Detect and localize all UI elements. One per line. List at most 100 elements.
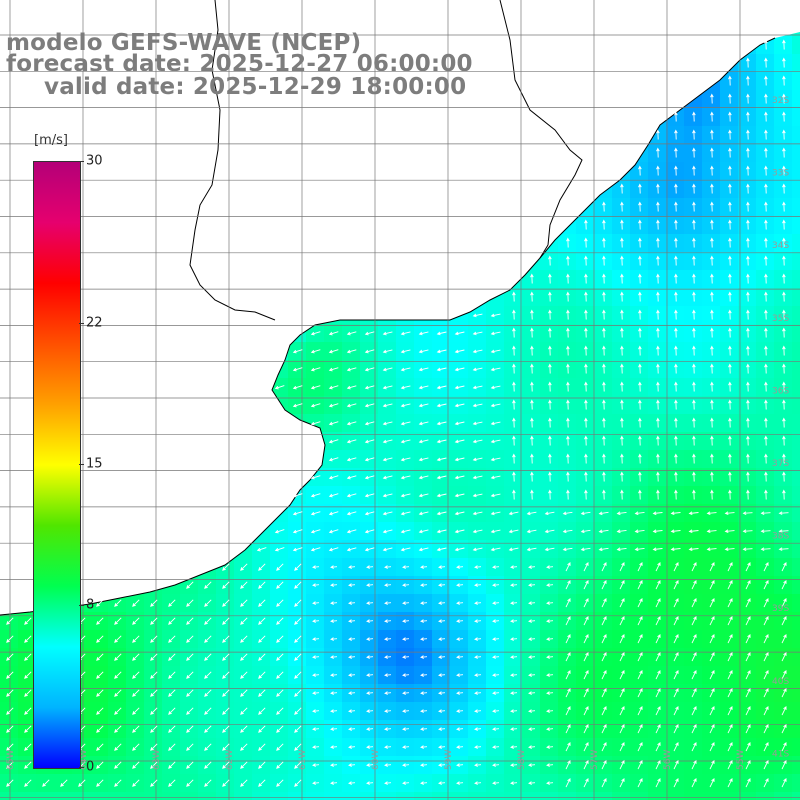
wind-cell <box>720 486 739 505</box>
wind-arrow <box>709 652 715 662</box>
wind-cell <box>612 270 631 289</box>
wind-cell <box>630 162 649 181</box>
wind-cell <box>702 252 721 271</box>
wind-arrow <box>472 511 483 516</box>
colorbar-tick-label: 15 <box>86 456 103 472</box>
wind-arrow <box>490 547 501 552</box>
wind-arrow <box>346 439 357 444</box>
wind-arrow <box>546 781 554 785</box>
wind-cell <box>720 270 739 289</box>
wind-arrow <box>584 291 588 302</box>
wind-arrow <box>764 111 768 122</box>
wind-arrow <box>310 511 321 516</box>
wind-arrow <box>6 653 14 661</box>
wind-cell <box>774 54 793 73</box>
wind-arrow <box>60 779 68 787</box>
wind-cell <box>612 468 631 487</box>
wind-cell <box>648 666 667 685</box>
wind-cell <box>666 702 685 721</box>
wind-cell <box>594 360 613 379</box>
wind-arrow <box>438 781 446 785</box>
wind-arrow <box>781 724 787 734</box>
wind-cell <box>702 396 721 415</box>
wind-arrow <box>420 745 428 749</box>
colorbar-tick-mark <box>79 161 84 162</box>
wind-arrow <box>616 529 627 534</box>
wind-arrow <box>601 724 607 734</box>
wind-arrow <box>364 511 375 516</box>
wind-arrow <box>565 580 571 590</box>
wind-cell <box>558 288 577 307</box>
wind-cell <box>576 612 595 631</box>
wind-arrow <box>601 742 607 752</box>
wind-arrow <box>240 725 248 733</box>
wind-cell <box>612 324 631 343</box>
wind-cell <box>774 648 793 667</box>
wind-arrow <box>96 761 104 769</box>
wind-arrow <box>601 670 607 680</box>
wind-cell <box>612 720 631 739</box>
wind-cell <box>612 594 631 613</box>
wind-arrow <box>292 511 303 516</box>
wind-cell <box>648 648 667 667</box>
wind-arrow <box>330 673 338 677</box>
wind-arrow <box>492 637 500 641</box>
wind-arrow <box>96 689 104 697</box>
wind-cell <box>666 486 685 505</box>
wind-arrow <box>438 763 446 767</box>
wind-arrow <box>258 689 266 697</box>
wind-arrow <box>548 381 552 392</box>
wind-arrow <box>420 601 428 605</box>
wind-arrow <box>728 291 732 302</box>
wind-arrow <box>602 291 606 302</box>
wind-cell <box>648 414 667 433</box>
wind-cell <box>702 486 721 505</box>
wind-arrow <box>583 580 589 590</box>
wind-arrow <box>655 778 661 788</box>
wind-arrow <box>674 129 678 140</box>
wind-arrow <box>652 547 663 552</box>
colorbar-tick-label: 30 <box>86 153 103 169</box>
wind-arrow <box>418 367 429 372</box>
wind-cell <box>630 468 649 487</box>
wind-arrow <box>548 309 552 320</box>
wind-cell <box>720 108 739 127</box>
wind-arrow <box>655 688 661 698</box>
wind-arrow <box>186 779 194 787</box>
wind-arrow <box>294 599 302 607</box>
wind-arrow <box>782 39 786 50</box>
wind-cell <box>630 702 649 721</box>
wind-cell <box>792 522 800 541</box>
wind-arrow <box>782 219 786 230</box>
wind-arrow <box>670 511 681 516</box>
wind-cell <box>702 738 721 757</box>
wind-cell <box>774 612 793 631</box>
wind-cell <box>702 612 721 631</box>
wind-arrow <box>348 745 356 749</box>
wind-arrow <box>710 345 714 356</box>
wind-arrow <box>346 547 357 552</box>
wind-arrow <box>728 327 732 338</box>
wind-arrow <box>204 761 212 769</box>
wind-arrow <box>692 255 696 266</box>
wind-arrow <box>384 745 392 749</box>
wind-arrow <box>420 673 428 677</box>
wind-cell <box>558 468 577 487</box>
longitude-label: 65W <box>6 750 16 770</box>
wind-cell <box>702 216 721 235</box>
wind-arrow <box>418 529 429 534</box>
wind-arrow <box>710 93 714 104</box>
wind-arrow <box>602 435 606 446</box>
wind-arrow <box>438 709 446 713</box>
wind-arrow <box>348 673 356 677</box>
wind-cell <box>648 756 667 775</box>
wind-arrow <box>168 761 176 769</box>
wind-arrow <box>402 673 410 677</box>
wind-cell <box>558 450 577 469</box>
wind-cell <box>756 198 775 217</box>
wind-cell <box>612 738 631 757</box>
wind-arrow <box>710 471 714 482</box>
wind-arrow <box>438 655 446 659</box>
wind-arrow <box>222 671 230 679</box>
